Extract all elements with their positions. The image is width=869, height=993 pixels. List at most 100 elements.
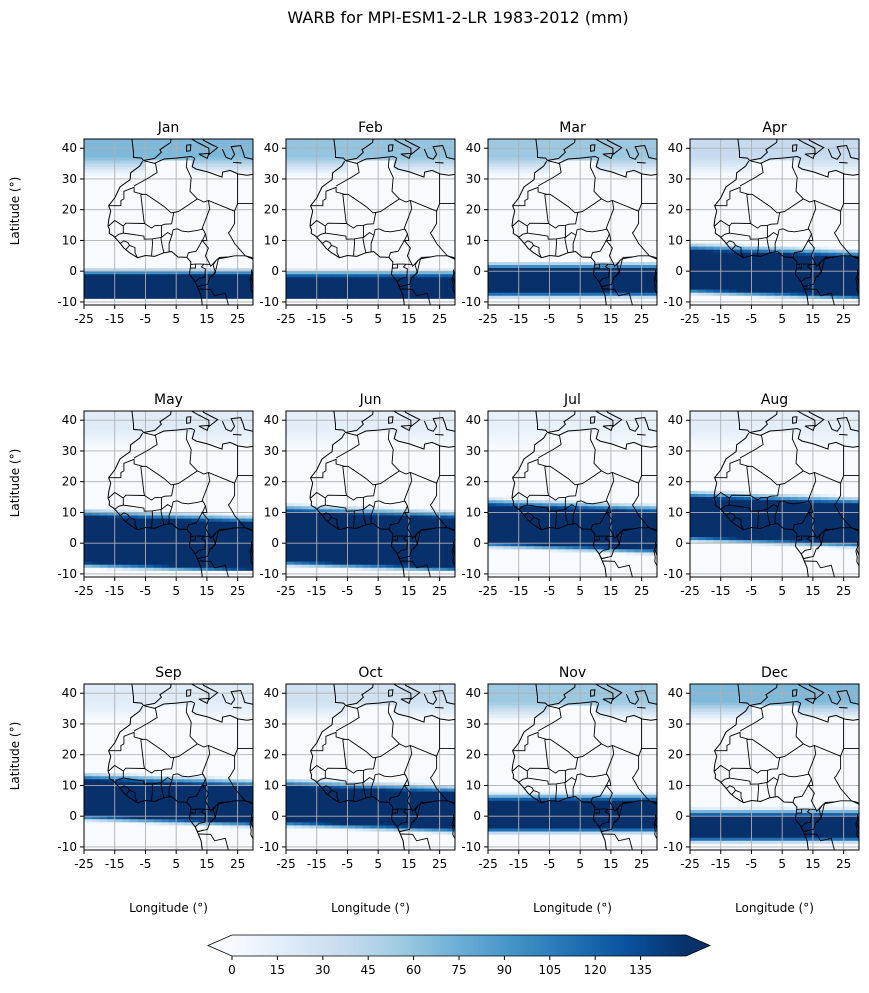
heatmap-cell	[572, 280, 581, 285]
heatmap-cell	[812, 222, 822, 226]
heatmap-cell	[828, 280, 837, 285]
heatmap-cell	[641, 228, 650, 232]
heatmap-cell	[385, 197, 395, 202]
heatmap-cell	[603, 163, 612, 168]
heatmap-cell	[805, 246, 814, 251]
heatmap-cell	[736, 160, 745, 165]
heatmap-cell	[222, 265, 231, 269]
heatmap-cell	[488, 265, 497, 269]
heatmap-cell	[618, 222, 627, 226]
heatmap-cell	[370, 292, 379, 297]
heatmap-cell	[557, 252, 566, 257]
heatmap-cell	[214, 240, 223, 245]
heatmap-cell	[774, 160, 783, 165]
heatmap-cell	[766, 301, 776, 305]
heatmap-cell	[789, 166, 799, 171]
heatmap-cell	[690, 237, 699, 242]
heatmap-cell	[339, 280, 349, 285]
heatmap-cell	[641, 234, 650, 238]
heatmap-cell	[168, 178, 177, 183]
heatmap-cell	[518, 271, 528, 275]
heatmap-cell	[324, 289, 333, 294]
heatmap-cell	[137, 243, 147, 248]
heatmap-cell	[316, 200, 326, 205]
heatmap-cell	[751, 178, 760, 183]
heatmap-cell	[828, 283, 837, 288]
heatmap-cell	[301, 142, 310, 146]
heatmap-cell	[114, 249, 124, 254]
heatmap-cell	[130, 277, 139, 282]
heatmap-cell	[728, 280, 737, 285]
heatmap-cell	[347, 145, 356, 149]
heatmap-cell	[439, 200, 448, 205]
heatmap-cell	[641, 200, 650, 205]
heatmap-cell	[206, 154, 216, 159]
heatmap-cell	[488, 191, 497, 195]
heatmap-cell	[324, 249, 333, 254]
heatmap-cell	[626, 160, 635, 165]
heatmap-cell	[168, 166, 177, 171]
heatmap-cell	[697, 215, 706, 220]
heatmap-cell	[408, 154, 418, 159]
heatmap-cell	[618, 286, 627, 291]
heatmap-cell	[214, 182, 223, 186]
heatmap-cell	[114, 206, 124, 211]
heatmap-cell	[130, 148, 139, 152]
heatmap-cell	[541, 182, 551, 186]
heatmap-cell	[690, 252, 699, 257]
heatmap-cell	[751, 209, 760, 214]
heatmap-cell	[557, 295, 566, 300]
heatmap-cell	[309, 188, 318, 192]
heatmap-cell	[805, 268, 814, 272]
heatmap-cell	[649, 271, 657, 275]
heatmap-cell	[572, 271, 581, 275]
heatmap-cell	[751, 145, 760, 149]
heatmap-cell	[439, 280, 448, 285]
heatmap-cell	[222, 289, 231, 294]
heatmap-cell	[797, 255, 806, 260]
heatmap-cell	[774, 185, 783, 189]
heatmap-cell	[828, 292, 837, 297]
heatmap-cell	[641, 188, 650, 192]
heatmap-cell	[534, 301, 543, 305]
heatmap-cell	[782, 292, 791, 297]
heatmap-cell	[736, 200, 745, 205]
heatmap-cell	[378, 191, 387, 195]
heatmap-cell	[587, 295, 597, 300]
heatmap-cell	[835, 218, 845, 223]
heatmap-cell	[99, 139, 108, 143]
heatmap-cell	[416, 274, 425, 278]
heatmap-cell	[649, 163, 657, 168]
heatmap-cell	[641, 215, 650, 220]
heatmap-cell	[286, 246, 295, 251]
heatmap-cell	[91, 197, 100, 202]
heatmap-cell	[309, 197, 318, 202]
heatmap-cell	[324, 218, 333, 223]
heatmap-cell	[153, 225, 162, 229]
heatmap-cell	[511, 283, 520, 288]
heatmap-cell	[549, 277, 558, 282]
heatmap-cell	[245, 163, 253, 168]
heatmap-cell	[145, 163, 154, 168]
heatmap-cell	[835, 277, 845, 282]
heatmap-cell	[431, 228, 441, 232]
heatmap-cell	[137, 209, 147, 214]
heatmap-cell	[587, 145, 597, 149]
heatmap-cell	[91, 283, 100, 288]
heatmap-cell	[488, 222, 497, 226]
heatmap-cell	[603, 157, 612, 162]
heatmap-cell	[316, 231, 326, 235]
heatmap-cell	[587, 292, 597, 297]
heatmap-cell	[805, 157, 814, 162]
heatmap-cell	[301, 271, 310, 275]
heatmap-cell	[301, 188, 310, 192]
heatmap-cell	[495, 234, 504, 238]
heatmap-cell	[176, 188, 185, 192]
heatmap-cell	[301, 215, 310, 220]
heatmap-cell	[439, 160, 448, 165]
heatmap-cell	[618, 203, 627, 208]
heatmap-cell	[557, 142, 566, 146]
heatmap-cell	[237, 231, 246, 235]
heatmap-cell	[610, 166, 620, 171]
heatmap-cell	[488, 182, 497, 186]
